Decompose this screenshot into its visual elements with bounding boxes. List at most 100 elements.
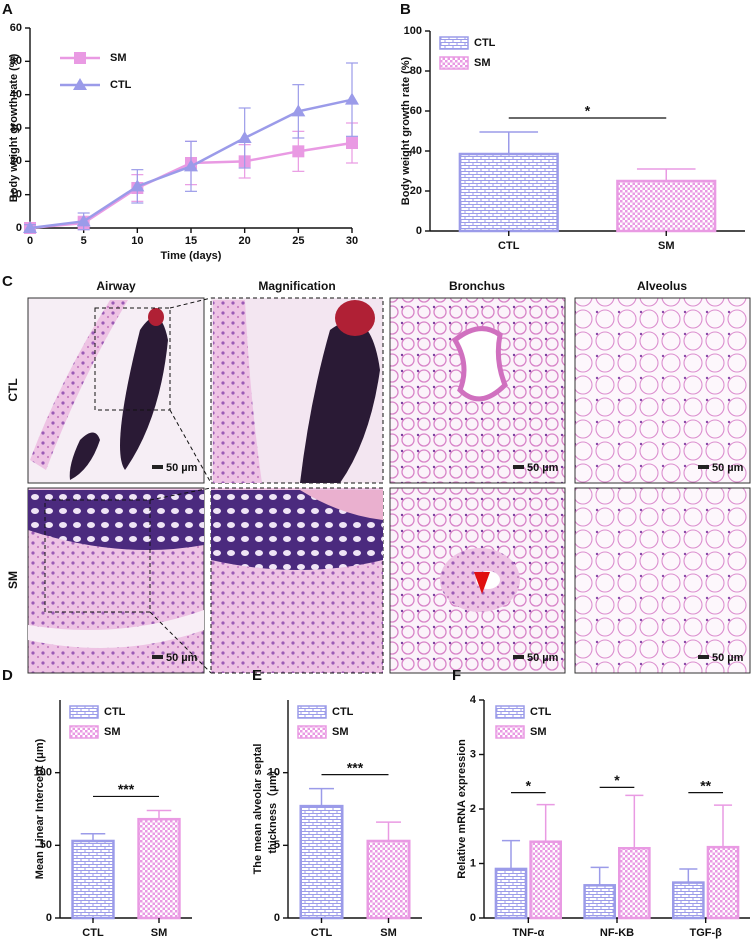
bar xyxy=(366,839,411,920)
x-tick-label: 25 xyxy=(292,235,304,247)
y-axis-label: thickness（μm） xyxy=(266,764,279,853)
panel-letter: E xyxy=(252,667,262,684)
scale-bar-label: 50 µm xyxy=(712,462,744,474)
legend-label: CTL xyxy=(104,706,126,718)
bar xyxy=(529,840,562,920)
legend-label: CTL xyxy=(530,706,552,718)
y-axis-label: Relative mRNA expression xyxy=(456,739,468,879)
y-tick-label: 10 xyxy=(10,189,22,201)
y-axis-label: Body weight growth rate (%) xyxy=(8,53,20,202)
y-axis-label: Body weight growth rate (%) xyxy=(400,56,412,205)
legend-label: CTL xyxy=(474,37,496,49)
scale-bar xyxy=(152,465,163,469)
panel-letter: C xyxy=(2,273,13,290)
histology-panel: C Airway Magnification Bronchus Alveolus… xyxy=(2,273,751,674)
image-sm-airway xyxy=(27,487,205,674)
column-label: Magnification xyxy=(258,279,335,293)
y-tick-label: 40 xyxy=(410,145,422,157)
y-tick-label: 100 xyxy=(34,767,52,779)
y-tick-label: 0 xyxy=(16,222,22,234)
legend-label: SM xyxy=(530,726,547,738)
legend-swatch xyxy=(495,725,525,739)
x-tick-label: 5 xyxy=(81,235,87,247)
legend-label: CTL xyxy=(110,79,132,91)
legend-swatch xyxy=(297,725,327,739)
y-tick-label: 5 xyxy=(274,839,280,851)
zoom-box xyxy=(44,499,151,613)
scale-bar xyxy=(152,655,163,659)
panel-letter: B xyxy=(400,1,411,18)
marker xyxy=(130,179,145,192)
legend-swatch xyxy=(69,725,99,739)
legend-swatch xyxy=(439,36,469,50)
x-tick-label: 20 xyxy=(239,235,251,247)
bar xyxy=(137,817,181,920)
marker xyxy=(346,137,358,149)
legend-label: SM xyxy=(332,726,349,738)
legend-label: SM xyxy=(110,52,127,64)
zoom-line xyxy=(149,487,212,501)
marker xyxy=(76,214,91,227)
y-tick-label: 20 xyxy=(410,185,422,197)
legend-swatch xyxy=(495,705,525,719)
legend-swatch xyxy=(297,705,327,719)
y-tick-label: 20 xyxy=(10,155,22,167)
y-tick-label: 0 xyxy=(470,912,476,924)
x-tick-label: CTL xyxy=(498,240,520,252)
x-tick-label: SM xyxy=(658,240,675,252)
y-tick-label: 60 xyxy=(410,105,422,117)
legend-label: SM xyxy=(474,57,491,69)
bar xyxy=(672,881,705,920)
bar xyxy=(458,152,559,233)
image-ctl-alveolus xyxy=(574,297,751,484)
significance-label: *** xyxy=(118,781,135,797)
zoom-line xyxy=(149,611,212,674)
x-tick-label: 15 xyxy=(185,235,197,247)
scale-bar xyxy=(698,655,709,659)
marker xyxy=(345,92,359,105)
scale-bar-label: 50 µm xyxy=(527,652,559,664)
bar xyxy=(494,867,528,920)
y-tick-label: 50 xyxy=(40,839,52,851)
row-label: SM xyxy=(6,571,20,589)
significance-label: * xyxy=(526,777,532,793)
row-label: CTL xyxy=(6,378,20,401)
scale-bar-label: 50 µm xyxy=(166,462,198,474)
significance-label: *** xyxy=(347,759,364,775)
scale-bar xyxy=(698,465,709,469)
y-tick-label: 2 xyxy=(470,803,476,815)
y-tick-label: 40 xyxy=(10,89,22,101)
x-tick-label: 0 xyxy=(27,235,33,247)
significance-label: * xyxy=(614,772,620,788)
scale-bar-label: 50 µm xyxy=(527,462,559,474)
image-ctl-magnification xyxy=(210,297,384,484)
scale-bar-label: 50 µm xyxy=(166,652,198,664)
y-tick-label: 0 xyxy=(274,912,280,924)
column-label: Alveolus xyxy=(637,279,687,293)
x-tick-label: TNF-α xyxy=(512,927,544,939)
legend-swatch xyxy=(439,56,469,70)
x-axis-label: Time (days) xyxy=(161,250,222,262)
bar xyxy=(706,845,740,920)
bar xyxy=(616,179,717,233)
marker xyxy=(184,159,198,172)
column-label: Airway xyxy=(96,279,136,293)
x-tick-label: NF-KB xyxy=(600,927,634,939)
image-ctl-bronchus xyxy=(389,297,566,484)
panel-letter: F xyxy=(452,667,461,684)
image-sm-bronchus xyxy=(389,487,566,674)
y-tick-label: 100 xyxy=(404,25,422,37)
image-sm-alveolus xyxy=(574,487,751,674)
scale-bar-label: 50 µm xyxy=(712,652,744,664)
y-axis-label: The mean alveolar septal xyxy=(252,744,264,875)
scale-bar xyxy=(513,465,524,469)
marker xyxy=(237,131,252,143)
y-tick-label: 0 xyxy=(46,912,52,924)
x-tick-label: SM xyxy=(151,927,168,939)
y-axis-label: Mean Linear Intercept (μm) xyxy=(34,738,46,879)
bar xyxy=(618,846,651,920)
x-tick-label: CTL xyxy=(311,927,333,939)
y-tick-label: 10 xyxy=(268,767,280,779)
y-tick-label: 4 xyxy=(470,694,477,706)
x-tick-label: TGF-β xyxy=(689,927,722,939)
